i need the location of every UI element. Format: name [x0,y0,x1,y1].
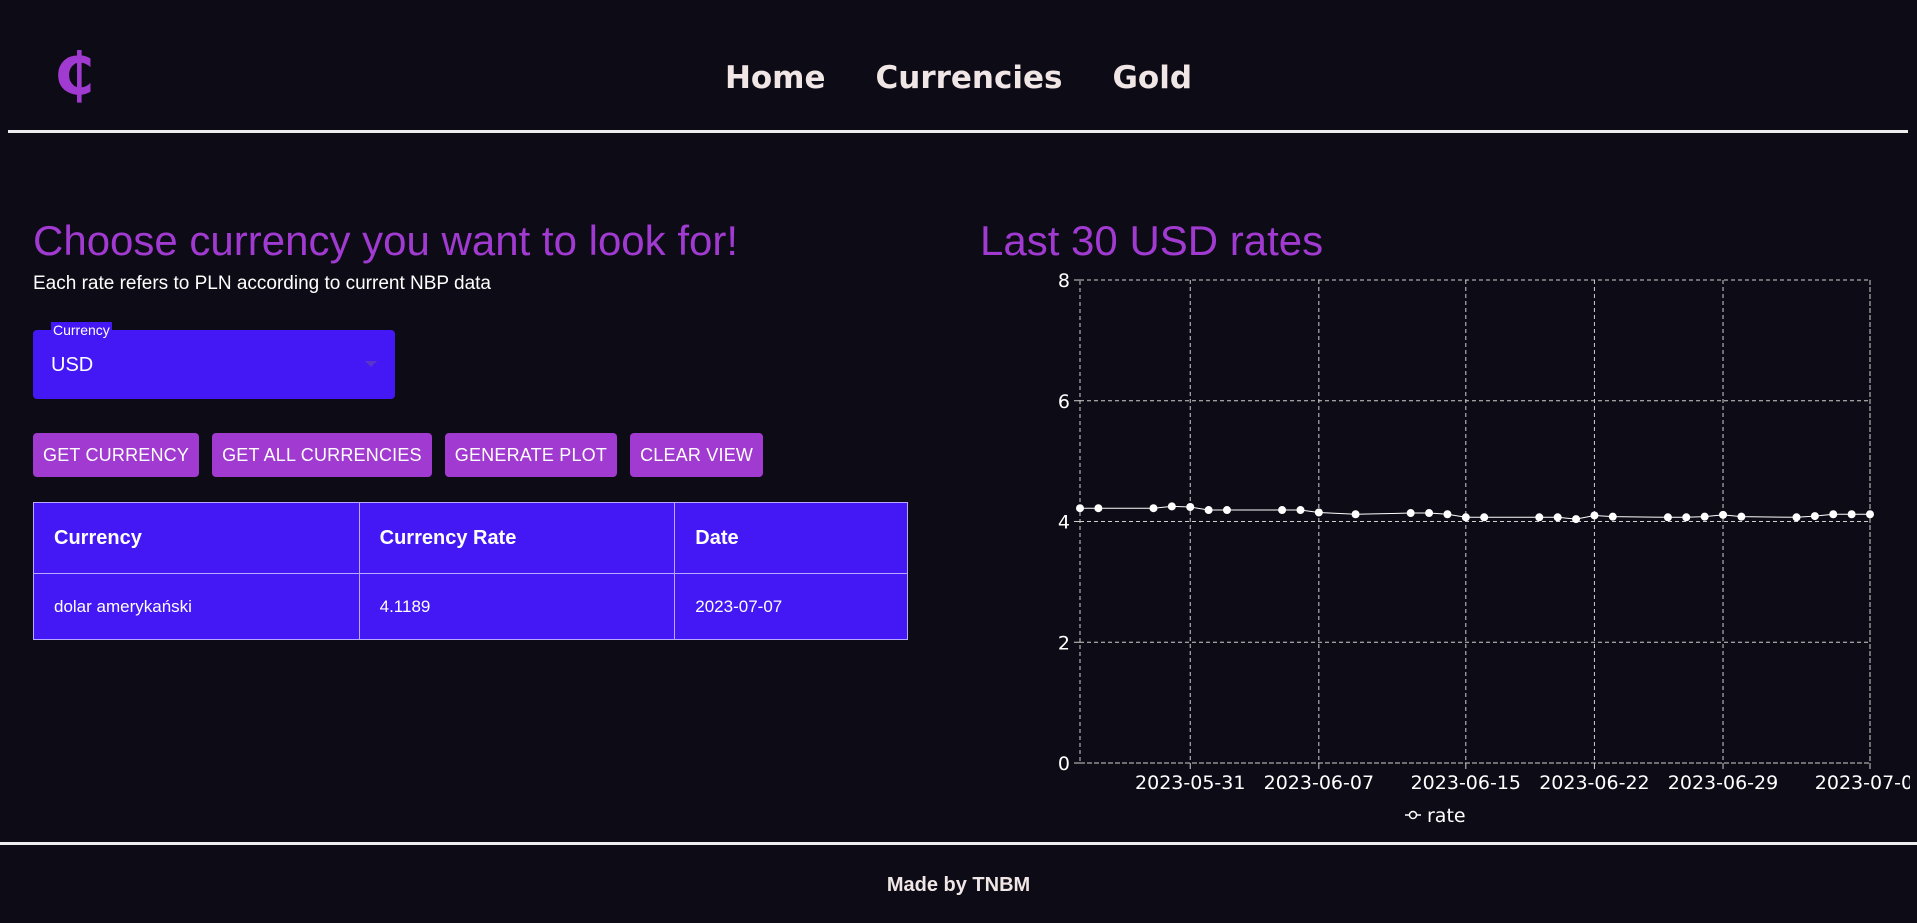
y-tick-label: 4 [1058,512,1070,534]
data-point [1443,510,1452,519]
get-all-currencies-button[interactable]: GET ALL CURRENCIES [212,433,432,477]
x-tick-label: 2023-06-07 [1264,772,1374,794]
page-title: Choose currency you want to look for! [33,217,739,264]
y-tick-label: 0 [1058,753,1070,775]
y-tick-label: 2 [1058,632,1070,654]
data-point [1204,506,1213,515]
column-header-date: Date [674,502,908,574]
footer-text: Made by TNBM [886,874,1031,896]
usd-rates-chart: 0 2 4 6 8 2023-05-31 2023-06-07 2023-06-15 2023-… [1058,270,1910,827]
x-tick-label: 2023-06-22 [1539,772,1649,794]
data-point [1737,512,1746,521]
legend-marker-icon [1408,810,1418,820]
data-point [1461,513,1470,522]
data-point [1700,512,1709,521]
series-line-rate [1080,505,1870,520]
get-currency-button[interactable]: GET CURRENCY [33,433,200,477]
data-point [1351,510,1360,519]
cell-currency-rate: 4.1189 [358,573,676,640]
y-tick-label: 6 [1058,391,1070,413]
currency-select-label: Currency [51,322,112,338]
chart-title: Last 30 USD rates [980,217,1324,264]
currency-select-value: USD [51,354,94,376]
data-point [1406,509,1415,518]
header-divider [8,130,1908,133]
nav-currencies[interactable]: Currencies [875,60,1063,96]
chevron-down-icon[interactable] [365,361,377,367]
data-point [1553,513,1562,522]
table-header-row: Currency Currency Rate Date [33,502,908,574]
data-point [1535,513,1544,522]
data-point [1829,510,1838,519]
data-point [1719,510,1728,519]
data-point [1682,513,1691,522]
column-header-currency: Currency [33,502,360,574]
data-point [1149,504,1158,513]
data-point [1186,503,1195,512]
y-tick-label: 8 [1058,270,1070,292]
data-point [1572,515,1581,524]
data-point [1663,513,1672,522]
data-point [1296,506,1305,515]
cedi-logo-icon[interactable]: ₵ [54,40,95,108]
currency-table: Currency Currency Rate Date dolar ameryk… [33,502,908,640]
generate-plot-button[interactable]: GENERATE PLOT [444,433,618,477]
page-subtitle: Each rate refers to PLN according to cur… [33,273,491,294]
data-point [1076,504,1084,513]
data-point [1480,513,1489,522]
cell-currency-name: dolar amerykański [33,573,360,640]
data-point [1608,512,1617,521]
data-point [1094,504,1103,513]
data-point [1278,506,1287,515]
data-point [1810,512,1819,521]
nav-gold[interactable]: Gold [1112,60,1193,96]
cell-date: 2023-07-07 [674,573,908,640]
x-tick-label: 2023-05-31 [1135,772,1245,794]
legend-label: rate [1427,805,1466,827]
x-tick-label: 2023-06-29 [1668,772,1778,794]
main-nav: Home Currencies Gold [0,60,1917,96]
clear-view-button[interactable]: CLEAR VIEW [630,433,764,477]
x-tick-label: 2023-07-07 [1815,772,1910,794]
table-row: dolar amerykański 4.1189 2023-07-07 [33,573,908,640]
column-header-rate: Currency Rate [358,502,676,574]
data-point [1792,513,1801,522]
x-tick-label: 2023-06-15 [1411,772,1521,794]
data-point [1866,510,1874,519]
data-point [1590,511,1599,520]
data-point [1425,509,1434,518]
action-buttons: GET CURRENCY GET ALL CURRENCIES GENERATE… [33,433,764,477]
data-point [1222,506,1231,515]
header: ₵ Home Currencies Gold [0,0,1917,130]
currency-select[interactable]: Currency USD [33,322,395,399]
nav-home[interactable]: Home [724,60,826,96]
currency-panel: Choose currency you want to look for! Ea… [33,215,913,296]
data-point [1847,510,1856,519]
data-point [1314,508,1323,517]
data-point [1167,502,1176,511]
footer-divider [0,842,1917,845]
